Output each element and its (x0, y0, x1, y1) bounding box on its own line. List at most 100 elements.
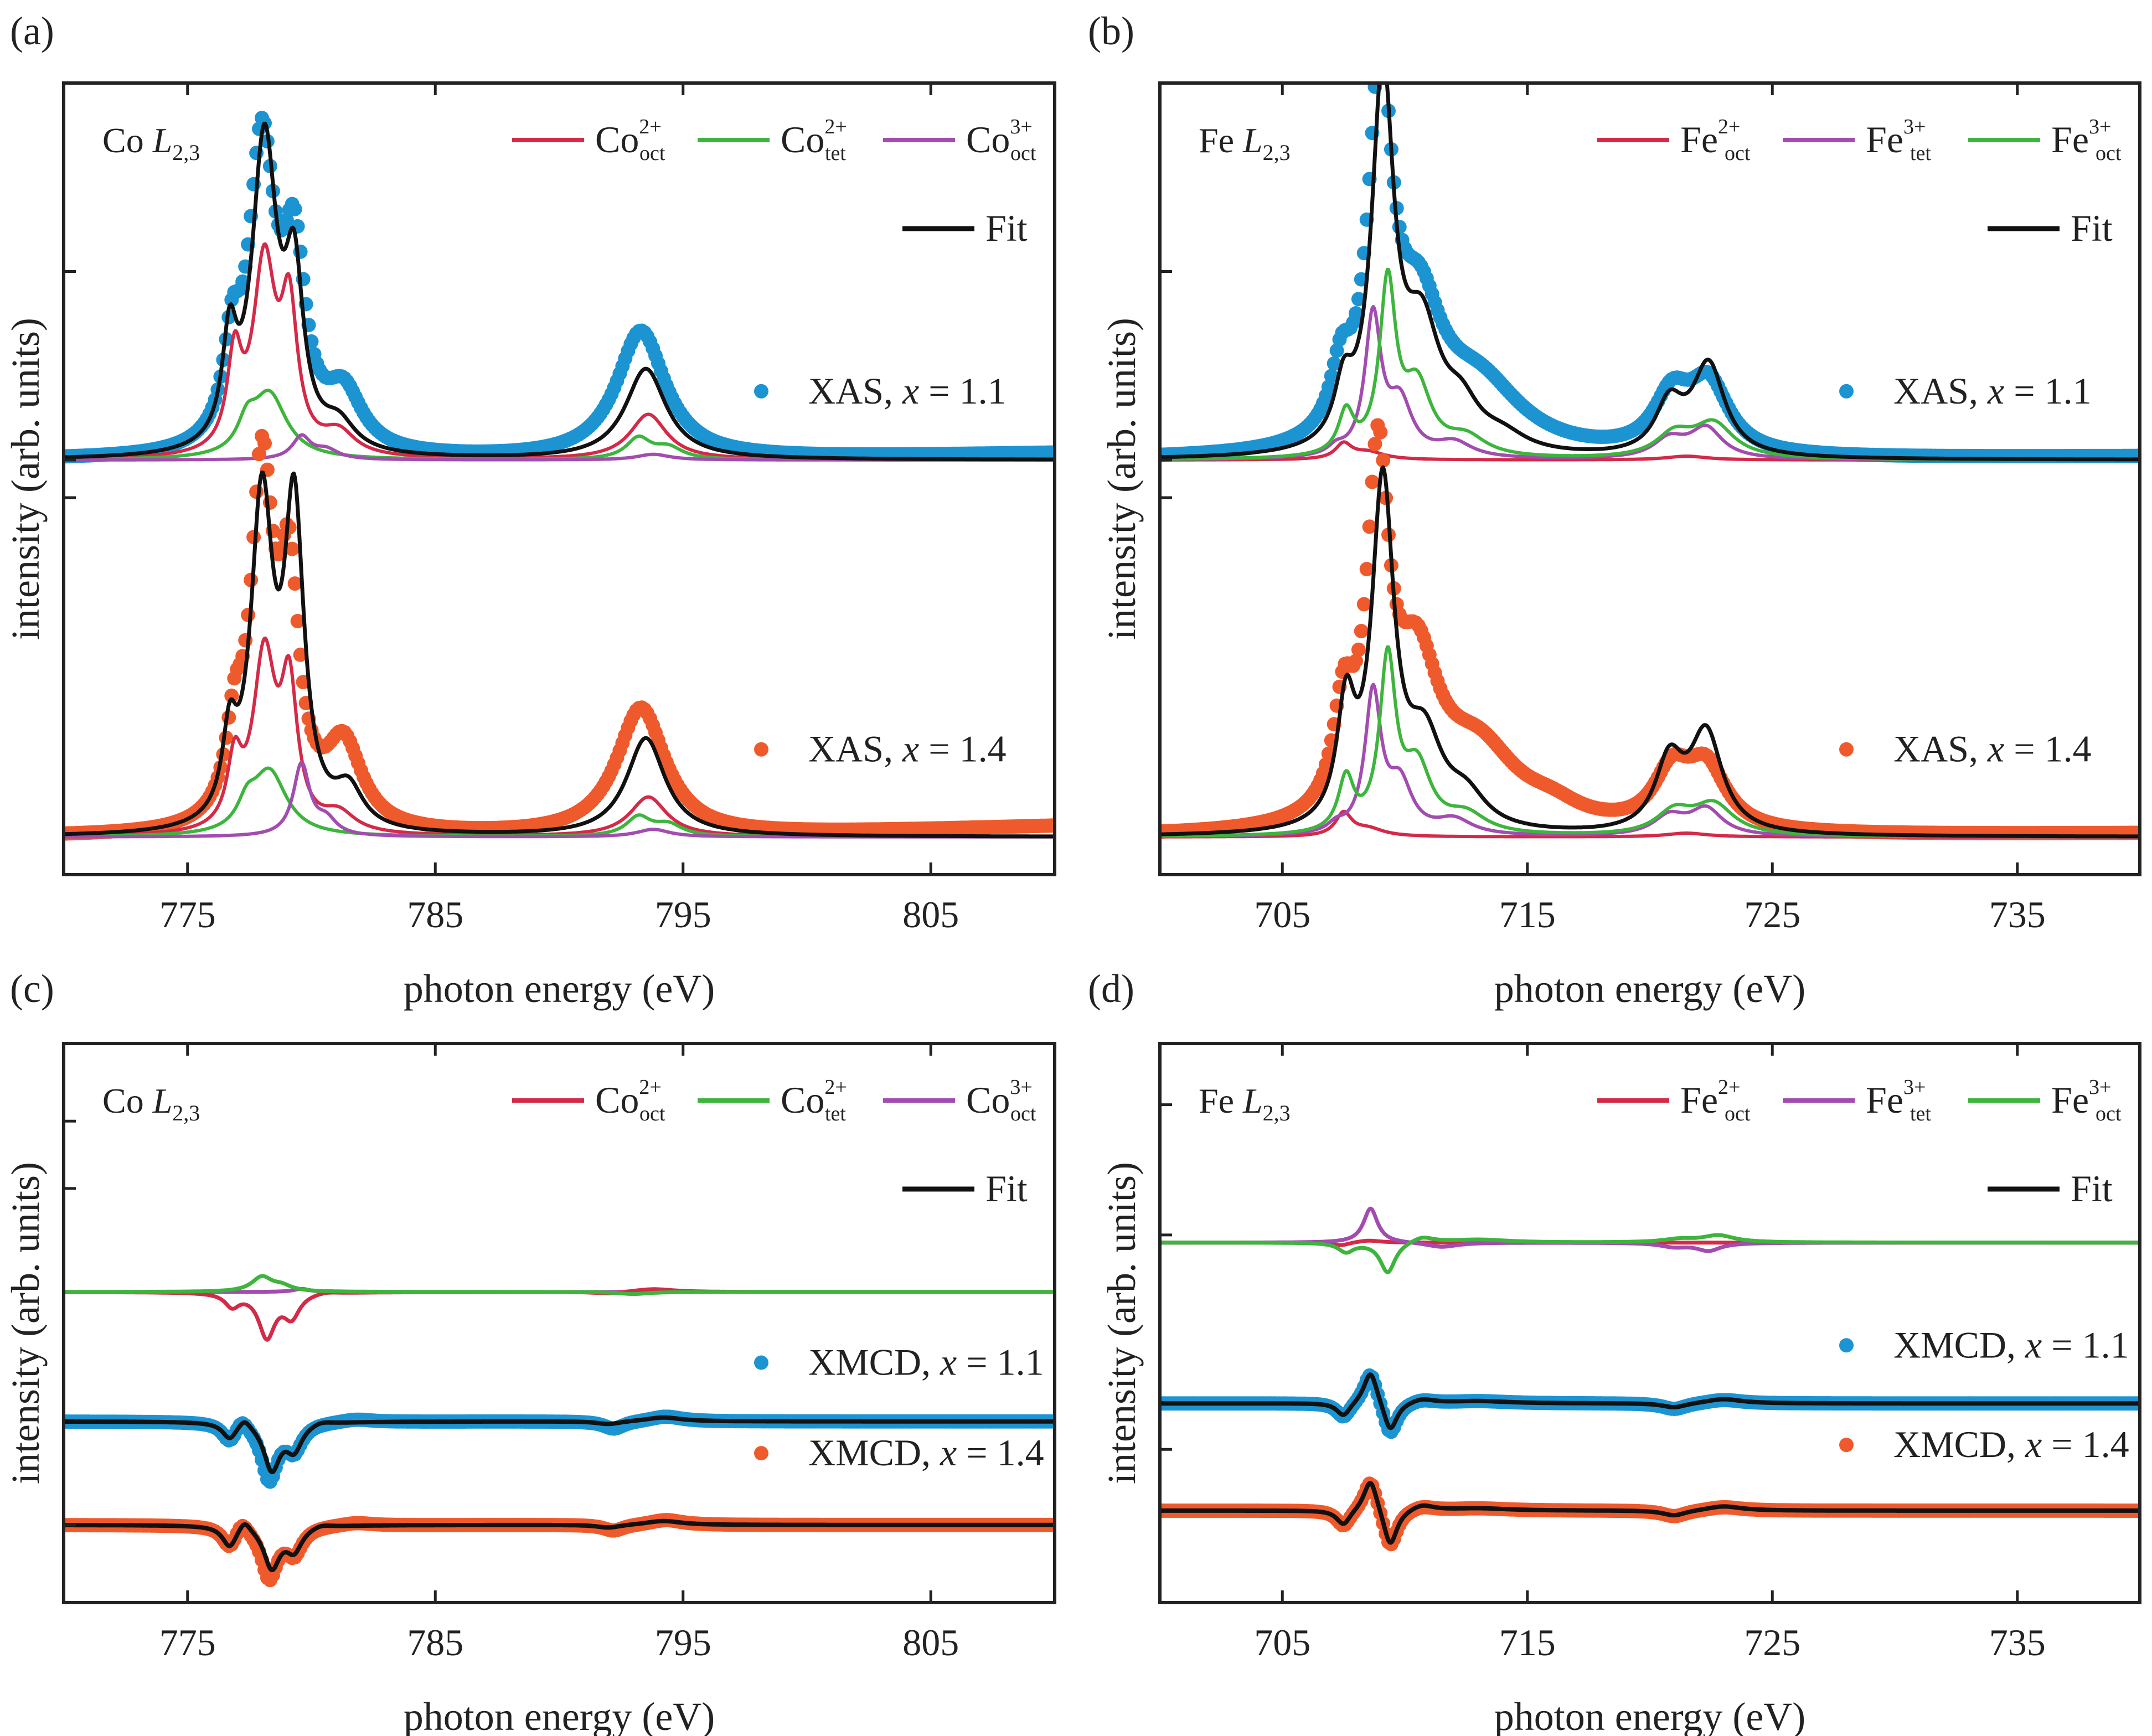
data-point (1047, 445, 1055, 460)
fit-line-xas-x-1-4 (1160, 465, 2140, 839)
legend-sup: 2+ (639, 1076, 661, 1099)
legend-data-label: XAS, x = 1.1 (808, 370, 1007, 412)
data-point (1351, 292, 1366, 307)
legend-data-suffix: = 1.1 (919, 370, 1006, 412)
data-point (1356, 597, 1371, 612)
legend-base: Co (595, 118, 639, 161)
legend-data-var: x (1987, 370, 2004, 412)
edge-subscript: 2,3 (172, 140, 200, 165)
legend-data-var: x (902, 728, 919, 770)
data-point (1370, 43, 1385, 58)
x-tick-label: 725 (1744, 1621, 1800, 1663)
edge-subscript: 2,3 (172, 1100, 200, 1125)
legend-label: Co3+ oct (966, 1076, 1036, 1125)
x-tick-label: 735 (1989, 1621, 2046, 1663)
legend-data-label: XMCD, x = 1.4 (1893, 1423, 2129, 1465)
component-line-co2-tet (64, 1274, 1055, 1296)
legend-sub: oct (2096, 142, 2122, 165)
data-point (1349, 654, 1363, 669)
x-tick-label: 725 (1744, 893, 1800, 936)
legend-data-prefix: XAS, (1893, 370, 1988, 412)
legend-data-prefix: XMCD, (808, 1432, 940, 1474)
x-axis-label: photon energy (eV) (404, 1694, 715, 1736)
data-points-xas-x-1-4 (64, 428, 1055, 841)
legend-base: Fe (1680, 1079, 1718, 1121)
legend-fit-label: Fit (2071, 207, 2113, 249)
x-tick-label: 795 (655, 1621, 711, 1663)
data-point (1367, 437, 1382, 452)
legend-marker-blue (1839, 384, 1854, 399)
legend-sub: oct (639, 1102, 665, 1125)
plot-frame (62, 1042, 1056, 1604)
edge-letter: L (152, 121, 173, 160)
data-point (235, 274, 250, 289)
legend-label: Co2+ tet (781, 1076, 847, 1125)
legend-fit-label: Fit (2071, 1167, 2113, 1210)
edge-letter: L (1242, 1081, 1263, 1120)
legend-data-var: x (2025, 1423, 2042, 1465)
legend-sub: tet (1910, 142, 1931, 165)
x-tick-label: 795 (655, 893, 711, 936)
legend-label: Fe3+ oct (2051, 1076, 2122, 1125)
data-point (1321, 379, 1336, 394)
x-axis-label: photon energy (eV) (404, 967, 715, 1011)
legend-data-suffix: = 1.4 (2042, 1423, 2129, 1465)
legend-base: Fe (1680, 118, 1718, 161)
legend-data-prefix: XMCD, (808, 1341, 940, 1383)
legend-sub: oct (639, 142, 665, 165)
legend-marker-blue (1839, 1338, 1854, 1353)
y-axis-label: intensity (arb. units) (3, 318, 48, 640)
data-point (1362, 519, 1377, 534)
panel-label: (b) (1088, 9, 1134, 53)
plot-frame (1158, 1042, 2141, 1604)
data-point (1373, 425, 1388, 440)
legend-label: Fe3+ oct (2051, 115, 2122, 165)
component-line-co2-oct (64, 1287, 1055, 1342)
data-point (1379, 65, 1393, 79)
fit-line-xas-x-1-1 (1160, 83, 2140, 462)
data-point (1324, 369, 1339, 384)
fit-line-xas-x-1-1 (64, 121, 1055, 462)
legend-data-label: XAS, x = 1.1 (1893, 370, 2092, 412)
panel-a: (a) Co L2,3 775 785 795 805 photon energy (eV)… (3, 9, 1056, 1011)
x-tick-label: 805 (902, 1621, 959, 1663)
legend-fit-label: Fit (985, 207, 1028, 249)
x-tick-label: 775 (159, 1621, 216, 1663)
data-point (252, 447, 266, 462)
data-point (1327, 356, 1341, 371)
data-point (1365, 474, 1380, 489)
legend-data-prefix: XAS, (808, 370, 902, 412)
legend-base: Co (966, 118, 1010, 161)
edge-label: Fe L2,3 (1199, 121, 1291, 165)
plot-area (64, 1274, 1055, 1588)
data-point (1376, 35, 1390, 50)
edge-label: Co L2,3 (102, 1081, 200, 1125)
legend-marker-blue (754, 1355, 768, 1370)
edge-subscript: 2,3 (1263, 1100, 1291, 1125)
legend-data-prefix: XAS, (808, 728, 902, 770)
y-axis-label: intensity (arb. units) (1100, 318, 1144, 640)
element-name: Fe (1199, 121, 1243, 160)
data-points-xmcd-x-1-4 (1160, 1476, 2140, 1552)
element-name: Co (102, 1081, 153, 1120)
legend-sub: oct (2096, 1102, 2122, 1125)
legend-data-suffix: = 1.4 (919, 728, 1006, 770)
legend-data-suffix: = 1.4 (2004, 728, 2091, 770)
edge-label: Co L2,3 (102, 121, 200, 165)
legend-data-var: x (940, 1341, 957, 1383)
legend-sup: 3+ (1903, 115, 1926, 138)
legend-sup: 2+ (1718, 115, 1740, 138)
data-point (1354, 624, 1369, 638)
legend-sup: 2+ (824, 1076, 847, 1099)
panel-d: (d) Fe L2,3 705 715 725 735 photon energy (eV)… (1088, 967, 2141, 1736)
x-tick-label: 705 (1254, 1621, 1310, 1663)
plot-frame (1158, 81, 2141, 876)
x-tick-label: 805 (902, 893, 959, 936)
legend-marker-orange (754, 1446, 768, 1461)
legend-base: Fe (1866, 118, 1903, 161)
legend-sub: tet (825, 1102, 846, 1125)
data-point (1373, 27, 1387, 41)
